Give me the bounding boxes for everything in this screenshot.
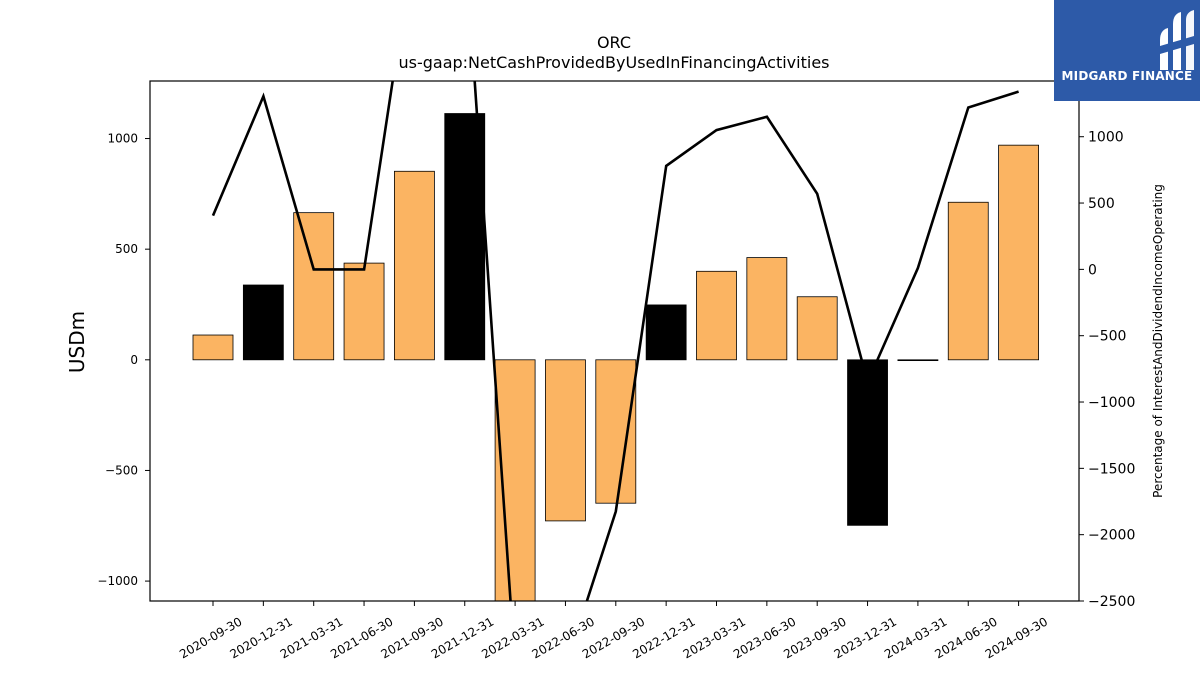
- bar-2024-06-30: [947, 201, 989, 361]
- plot-frame: [149, 80, 1080, 602]
- bar-2021-12-31: [444, 113, 486, 361]
- bar-2020-09-30: [192, 334, 234, 361]
- bar-2022-06-30: [545, 359, 586, 522]
- bar-2024-03-31: [897, 359, 939, 362]
- brand-logo: MIDGARD FINANCE: [1054, 0, 1200, 101]
- bar-2021-09-30: [393, 170, 435, 361]
- y2-tick-label: −1000: [1088, 395, 1135, 411]
- bar-2023-06-30: [746, 257, 788, 361]
- y2-tick-label: −1500: [1088, 461, 1135, 477]
- y2-tick-label: −2000: [1088, 528, 1135, 544]
- y2-tick-label: 500: [1088, 196, 1115, 212]
- y-tick-label: 500: [115, 242, 138, 256]
- y2-tick-label: −2500: [1088, 594, 1135, 610]
- bar-2023-03-31: [696, 270, 737, 361]
- bar-2021-06-30: [343, 262, 385, 361]
- left-axis-ticks: −1000 −500 0 500 1000: [97, 132, 150, 588]
- bar-2020-12-31: [242, 284, 284, 361]
- bar-group: [192, 113, 1039, 601]
- y2-tick-label: 0: [1088, 262, 1097, 278]
- y-tick-label: −500: [105, 463, 138, 477]
- y2-axis-label: Percentage of InterestAndDividendIncomeO…: [1151, 184, 1165, 498]
- midgard-logo-icon: [1160, 10, 1194, 70]
- y-axis-label: USDm: [65, 311, 89, 373]
- y-tick-label: −1000: [97, 574, 138, 588]
- bar-2021-03-31: [293, 212, 335, 361]
- x-axis-ticks: 2020-09-302020-12-312021-03-312021-06-30…: [177, 601, 1050, 661]
- bar-2022-12-31: [645, 304, 687, 361]
- y-tick-label: 0: [130, 353, 138, 367]
- chart-title: ORC: [597, 33, 631, 52]
- y2-tick-label: 1000: [1088, 130, 1124, 146]
- bar-2022-09-30: [595, 359, 637, 504]
- bar-2023-09-30: [796, 296, 838, 361]
- bar-2023-12-31: [847, 359, 888, 526]
- line-group: [211, 81, 1019, 601]
- brand-name: MIDGARD FINANCE: [1061, 69, 1193, 83]
- chart-subtitle: us-gaap:NetCashProvidedByUsedInFinancing…: [398, 53, 829, 72]
- line-series: [211, 81, 1019, 601]
- y-tick-label: 1000: [107, 132, 138, 146]
- right-axis-ticks: −2500 −2000 −1500 −1000 −500 0 500 1000: [1079, 130, 1135, 610]
- y2-tick-label: −500: [1088, 329, 1126, 345]
- bar-2024-09-30: [998, 144, 1039, 361]
